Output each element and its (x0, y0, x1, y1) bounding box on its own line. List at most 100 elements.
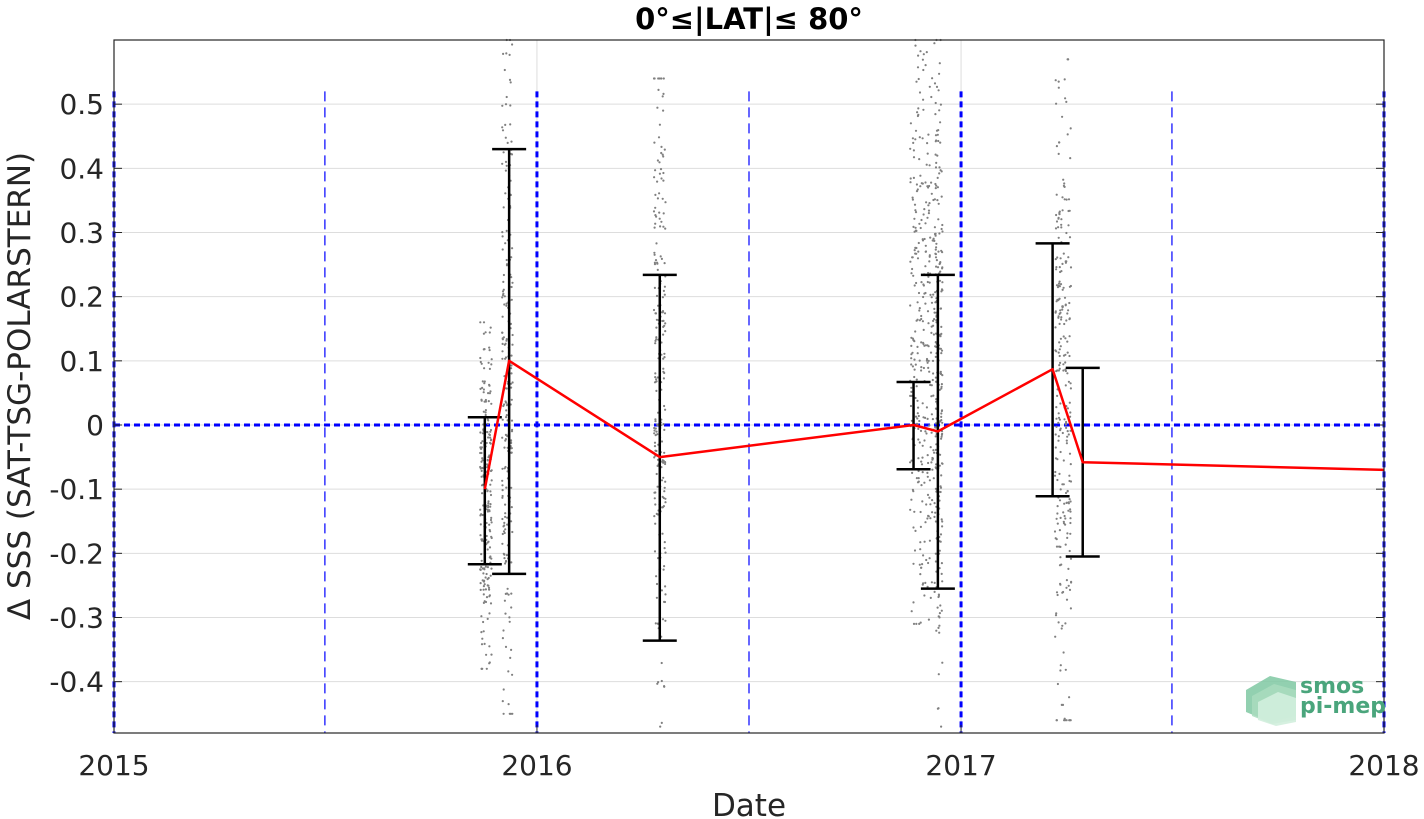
scatter-point (664, 408, 667, 411)
scatter-point (917, 291, 921, 295)
scatter-point (1064, 384, 1067, 387)
scatter-point (503, 68, 506, 72)
scatter-point (490, 363, 493, 366)
scatter-point (1058, 211, 1061, 215)
scatter-point (1068, 354, 1071, 358)
scatter-point (914, 363, 917, 366)
scatter-point (918, 419, 921, 423)
scatter-point (653, 445, 657, 448)
scatter-point (941, 432, 944, 435)
scatter-point (510, 419, 514, 422)
scatter-point (1054, 457, 1058, 460)
scatter-point (660, 589, 664, 592)
scatter-point (483, 400, 486, 403)
scatter-point (502, 151, 505, 154)
scatter-point (1057, 80, 1060, 83)
scatter-point (1057, 282, 1061, 285)
scatter-point (501, 418, 504, 421)
scatter-point (480, 631, 483, 634)
scatter-point (1064, 304, 1067, 307)
scatter-point (939, 604, 942, 607)
scatter-point (916, 301, 919, 304)
scatter-point (480, 441, 483, 445)
scatter-point (940, 383, 944, 386)
scatter-point (664, 201, 667, 204)
scatter-point (479, 582, 482, 585)
scatter-point (911, 137, 915, 140)
scatter-point (928, 281, 931, 284)
scatter-point (1068, 452, 1072, 455)
scatter-point (1061, 209, 1064, 212)
scatter-point (504, 528, 507, 531)
scatter-point (1068, 588, 1072, 592)
scatter-point (1068, 401, 1071, 404)
scatter-point (927, 618, 931, 621)
y-tick-label: 0 (86, 409, 104, 442)
scatter-point (910, 610, 913, 613)
scatter-point (481, 380, 484, 383)
scatter-point (1054, 326, 1057, 329)
scatter-point (911, 267, 914, 271)
scatter-point (1059, 257, 1062, 260)
scatter-point (502, 288, 505, 291)
scatter-point (925, 432, 928, 435)
y-tick-label: 0.3 (59, 217, 104, 250)
scatter-point (501, 357, 504, 360)
scatter-point (489, 442, 492, 445)
scatter-point (653, 176, 656, 179)
scatter-point (1062, 483, 1065, 486)
scatter-point (910, 459, 913, 462)
scatter-point (480, 451, 483, 455)
scatter-point (661, 296, 665, 299)
scatter-point (1059, 427, 1062, 430)
scatter-point (921, 444, 924, 447)
scatter-point (656, 180, 659, 183)
scatter-point (656, 262, 659, 265)
scatter-point (1064, 97, 1067, 100)
scatter-point (1062, 286, 1065, 289)
scatter-point (922, 283, 925, 286)
scatter-point (664, 585, 667, 588)
scatter-point (934, 252, 937, 255)
scatter-point (479, 508, 482, 511)
scatter-point (929, 236, 932, 239)
scatter-point (484, 411, 487, 414)
scatter-point (1058, 354, 1061, 358)
scatter-point (934, 552, 937, 555)
scatter-point (484, 588, 487, 591)
scatter-point (481, 459, 484, 462)
scatter-point (1060, 627, 1063, 630)
scatter-point (658, 161, 661, 164)
scatter-point (654, 449, 657, 452)
scatter-point (1061, 288, 1064, 291)
scatter-point (502, 552, 505, 555)
scatter-point (662, 179, 665, 182)
scatter-point (488, 523, 491, 526)
scatter-point (1055, 213, 1058, 217)
scatter-point (1060, 270, 1063, 273)
y-tick-label: -0.3 (49, 602, 104, 635)
scatter-point (487, 392, 490, 395)
scatter-point (1054, 349, 1057, 352)
scatter-point (1067, 256, 1070, 259)
scatter-point (1067, 380, 1070, 383)
scatter-point (654, 420, 657, 423)
scatter-point (1066, 351, 1069, 354)
scatter-point (1053, 474, 1057, 477)
scatter-point (1063, 182, 1066, 185)
scatter-point (501, 496, 504, 499)
scatter-point (501, 436, 504, 439)
scatter-point (924, 244, 927, 247)
scatter-point (938, 612, 942, 615)
scatter-point (934, 376, 938, 379)
scatter-point (656, 376, 659, 379)
scatter-point (930, 301, 934, 304)
scatter-point (910, 386, 913, 389)
scatter-point (939, 453, 942, 456)
scatter-point (1068, 719, 1071, 722)
scatter-point (489, 518, 493, 522)
scatter-point (933, 502, 936, 505)
scatter-point (1060, 223, 1063, 226)
scatter-point (940, 412, 943, 415)
scatter-point (1066, 435, 1069, 438)
